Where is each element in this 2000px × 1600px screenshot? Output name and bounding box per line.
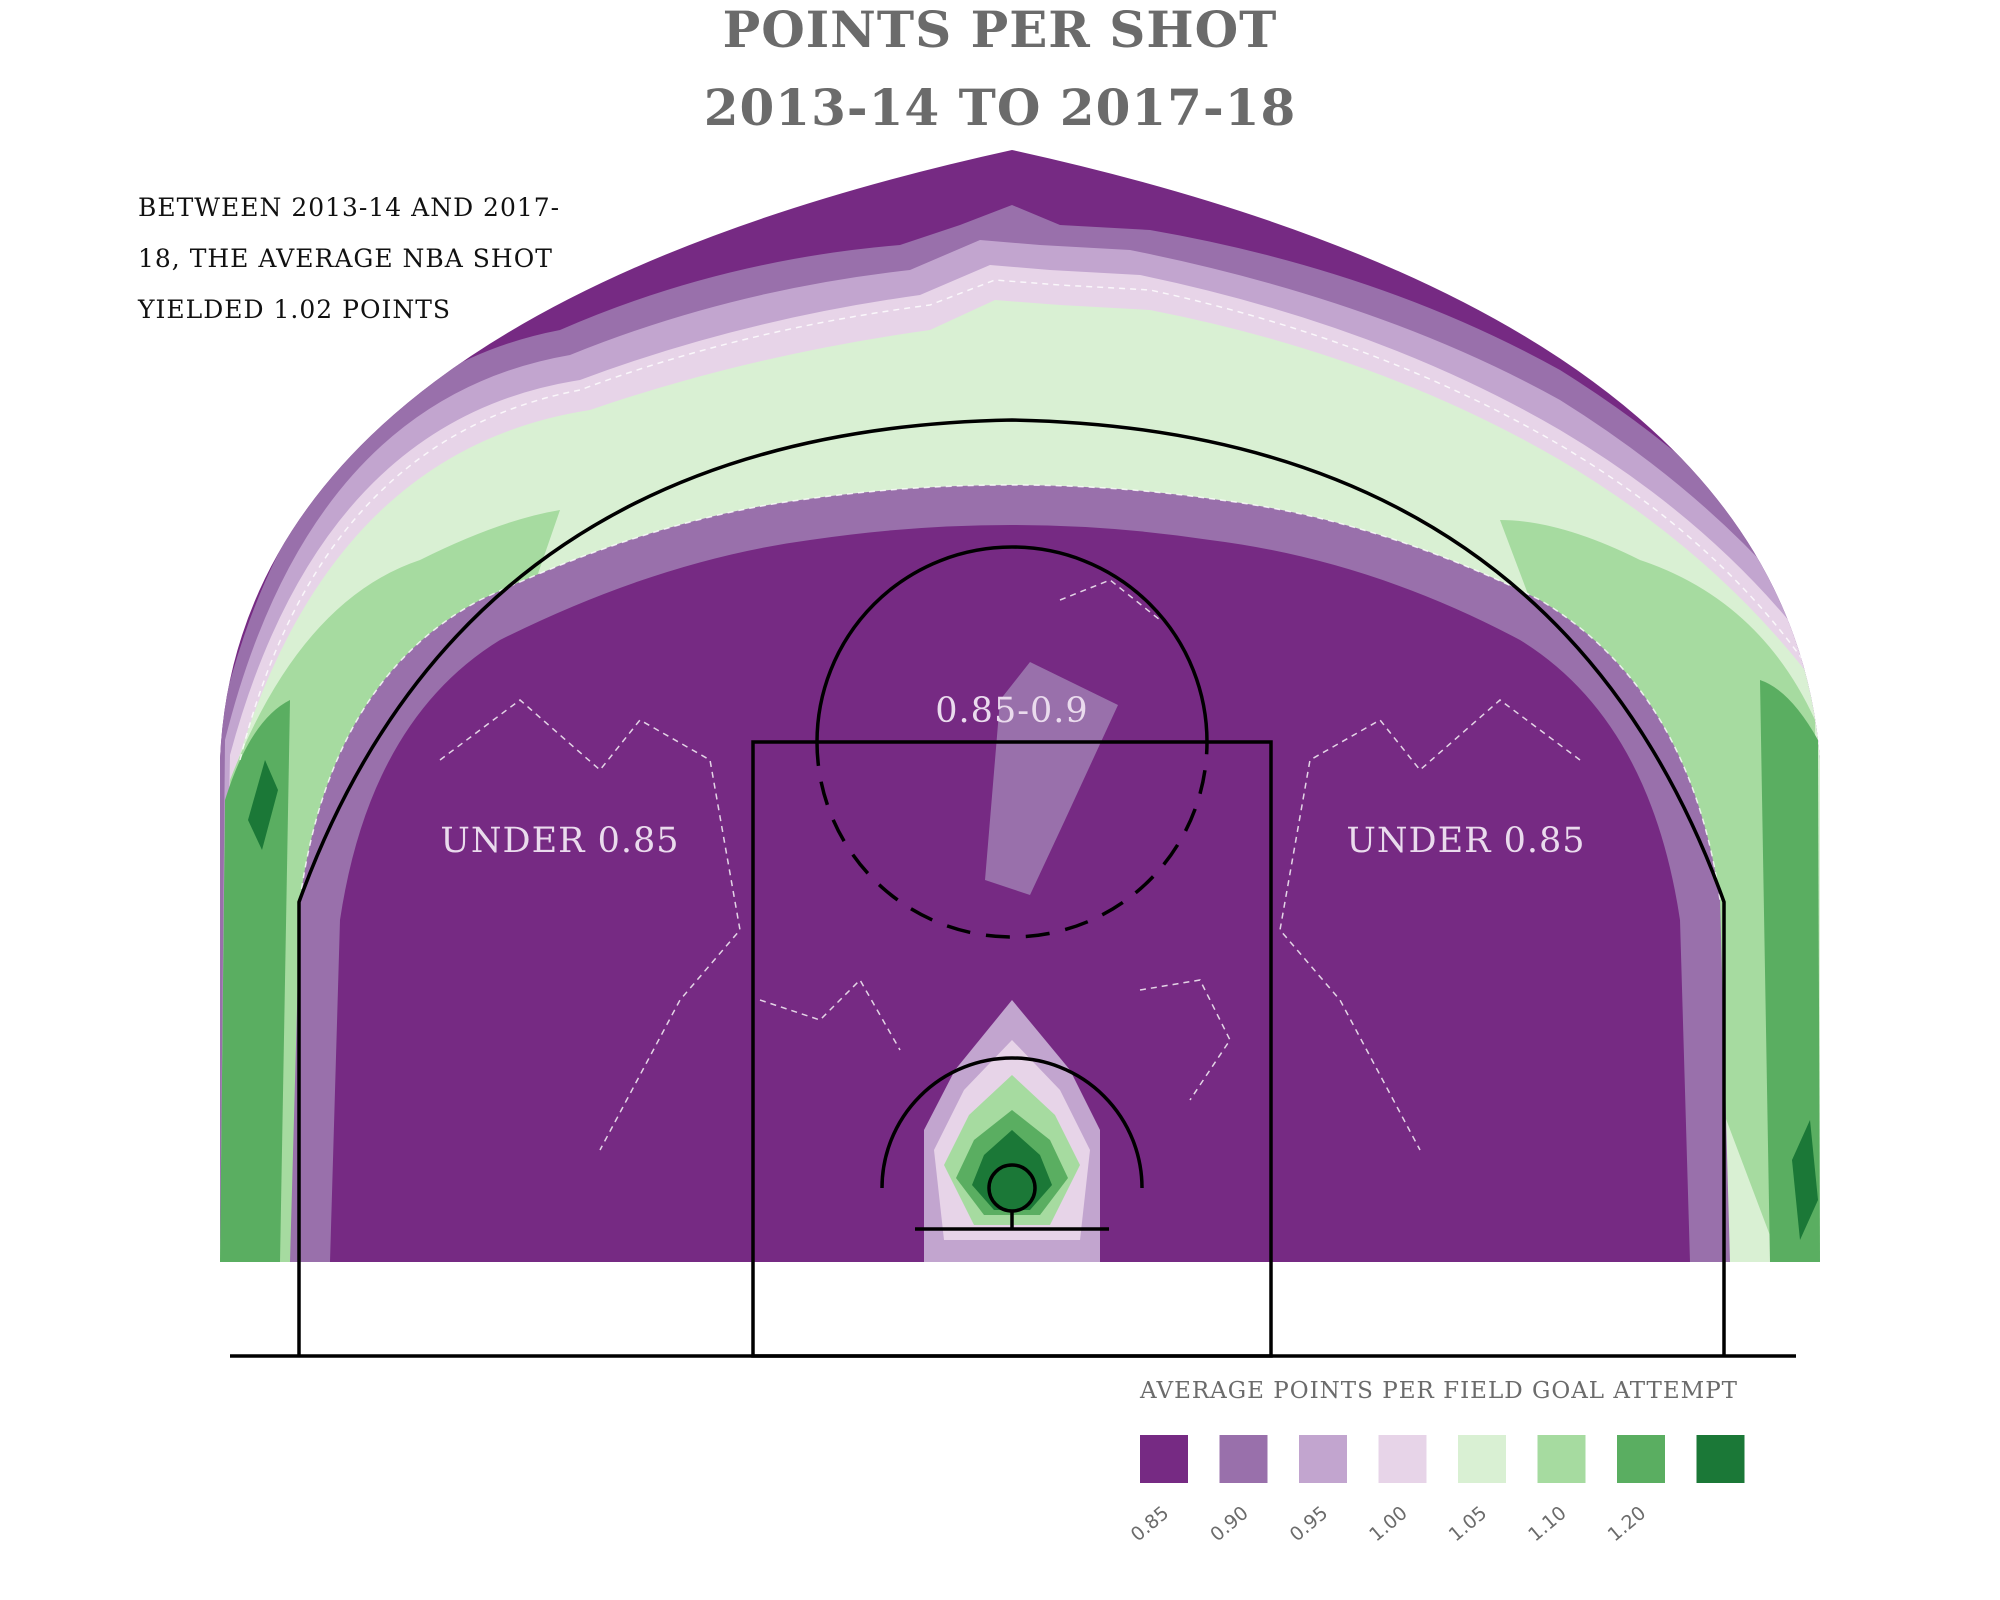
band-120-left	[220, 700, 290, 1262]
legend-swatch	[1140, 1435, 1188, 1483]
rim-zone-hot	[972, 1130, 1052, 1210]
legend-swatch	[1696, 1435, 1745, 1483]
legend-tick-label: 1.05	[1445, 1502, 1492, 1546]
free-throw-circle-top	[815, 545, 1209, 743]
restricted-arc	[880, 1056, 1144, 1189]
legend-swatch	[1537, 1435, 1586, 1483]
legend-swatch	[1617, 1435, 1665, 1483]
free-throw-circle-bottom	[815, 741, 1209, 939]
legend-tick-label: 0.85	[1127, 1502, 1174, 1546]
band-085-core	[330, 525, 1690, 1262]
rim	[987, 1163, 1037, 1213]
court-lines	[230, 418, 1796, 1358]
chart-annotation: BETWEEN 2013-14 AND 2017-18, THE AVERAGE…	[138, 193, 561, 324]
paint	[751, 740, 1273, 1358]
legend-tick-label: 0.90	[1206, 1502, 1253, 1546]
legend-tick-label: 1.10	[1524, 1502, 1571, 1546]
zone-label-right: UNDER 0.85	[1346, 821, 1585, 861]
chart-title: POINTS PER SHOT	[722, 0, 1278, 59]
heatmap-field	[220, 150, 1820, 1262]
legend-tick-label: 0.95	[1286, 1502, 1333, 1546]
zone-label-left: UNDER 0.85	[440, 821, 679, 861]
legend-swatch	[1219, 1435, 1268, 1483]
legend-swatches: 0.85 0.90 0.95 1.00 1.05 1.10 1.20	[1127, 1435, 1745, 1546]
legend-tick-label: 1.00	[1365, 1502, 1412, 1546]
legend-swatch	[1299, 1435, 1347, 1483]
band-top-left-corner	[248, 760, 278, 850]
three-point-line	[297, 418, 1726, 1356]
chart-subtitle: 2013-14 TO 2017-18	[703, 78, 1297, 137]
zone-label-center: 0.85-0.9	[935, 691, 1088, 731]
band-top-right-corner	[1792, 1120, 1818, 1240]
legend-tick-label: 1.20	[1604, 1502, 1651, 1546]
legend-title: AVERAGE POINTS PER FIELD GOAL ATTEMPT	[1140, 1378, 1739, 1404]
legend-swatch	[1378, 1435, 1427, 1483]
band-center-wedge	[985, 662, 1118, 895]
contour-lines	[239, 279, 1811, 1151]
legend-swatch	[1458, 1435, 1506, 1483]
band-120-right	[1760, 680, 1820, 1262]
